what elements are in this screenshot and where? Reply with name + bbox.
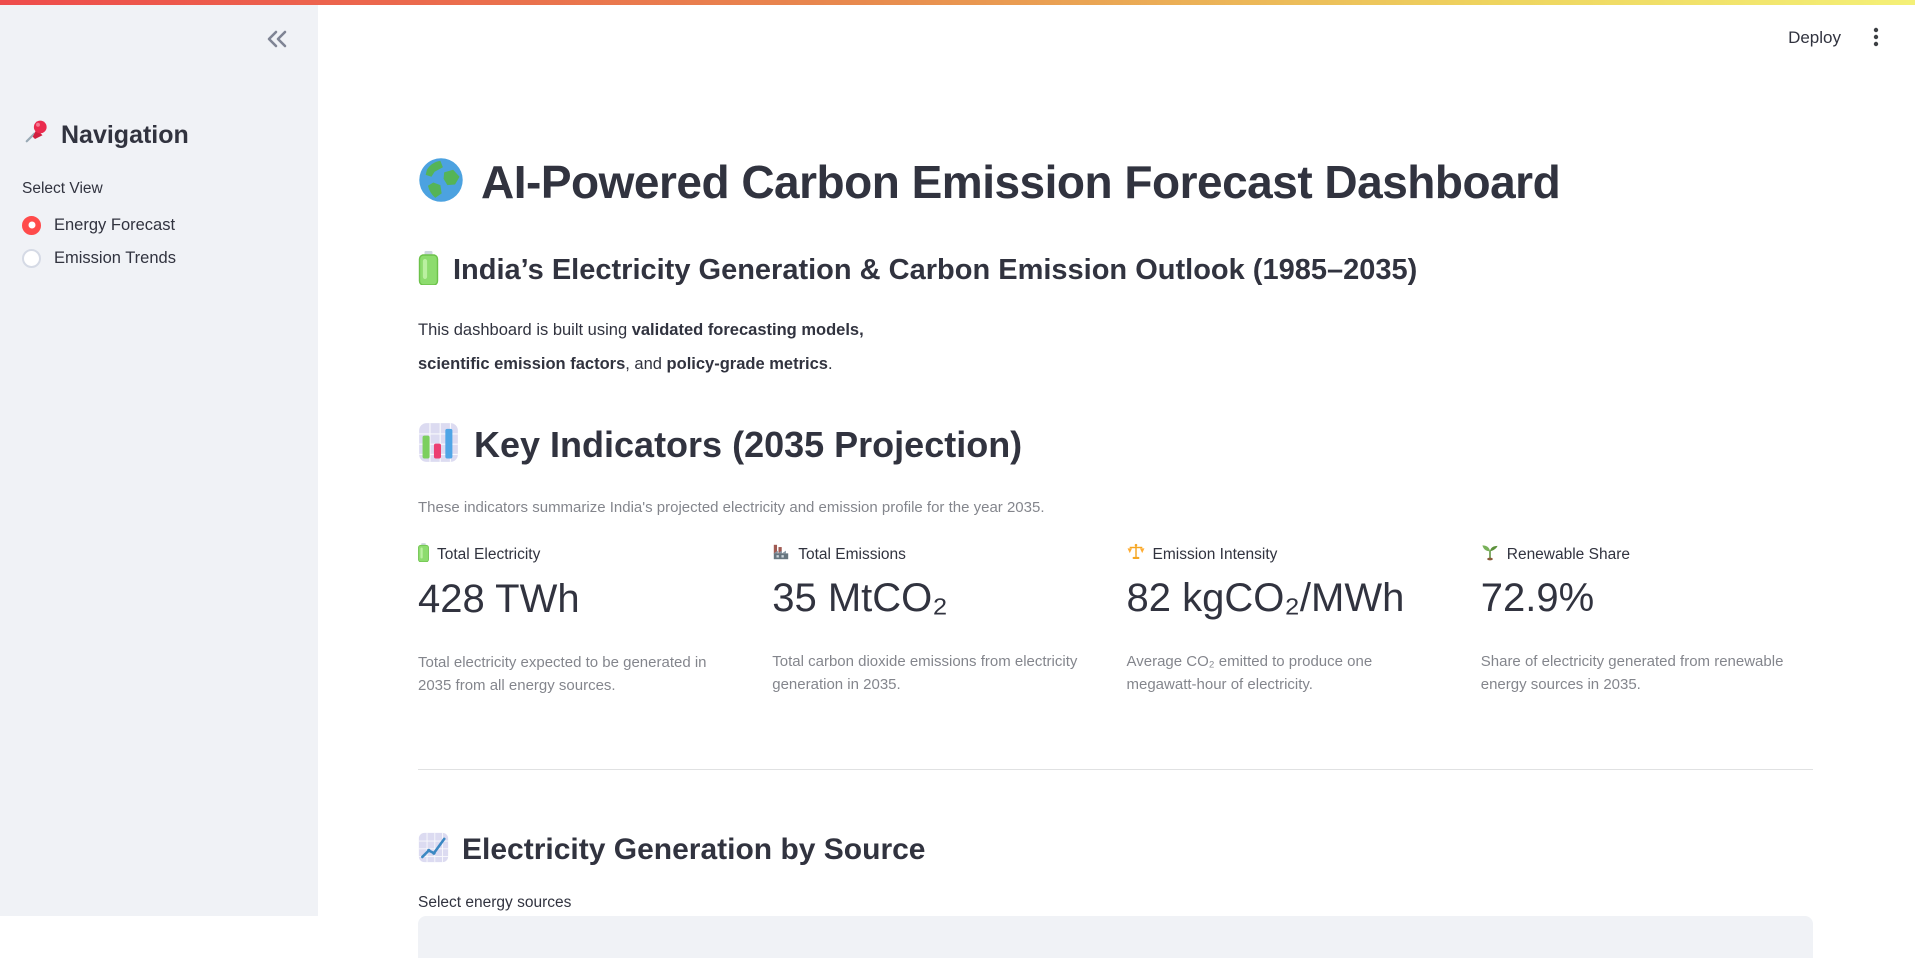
overflow-menu-button[interactable] [1867, 26, 1885, 51]
main-content: AI-Powered Carbon Emission Forecast Dash… [318, 5, 1915, 958]
intro-text: This dashboard is built using [418, 321, 632, 339]
key-indicators-heading: Key Indicators (2035 Projection) [474, 424, 1023, 465]
radio-option-label: Emission Trends [54, 248, 176, 267]
sidebar: Navigation Select View Energy Forecast E… [0, 5, 318, 916]
key-indicators-caption: These indicators summarize India's proje… [418, 499, 1045, 516]
metric-total-emissions: Total Emissions 35 MtCO₂ Total carbon di… [772, 543, 1104, 697]
metric-label: Total Electricity [437, 546, 541, 563]
page-title: AI-Powered Carbon Emission Forecast Dash… [481, 156, 1561, 208]
intro-bold: policy-grade metrics [666, 355, 828, 373]
battery-icon [418, 543, 429, 567]
intro-text: . [827, 355, 833, 373]
balance-scale-icon [1127, 543, 1145, 566]
generation-heading-row: Electricity Generation by Source [418, 832, 1813, 868]
metric-label: Renewable Share [1506, 545, 1630, 563]
metric-emission-intensity: Emission Intensity 82 kgCO₂/MWh Average … [1127, 543, 1459, 697]
energy-sources-multiselect[interactable] [418, 916, 1813, 958]
nav-heading-label: Navigation [61, 120, 189, 149]
metric-value: 82 kgCO₂/MWh [1126, 576, 1405, 620]
chart-increasing-icon [418, 832, 449, 868]
decoration-bar [0, 0, 1915, 5]
radio-selected-icon[interactable] [22, 215, 41, 235]
radio-option-emission-trends[interactable]: Emission Trends [22, 245, 176, 271]
radio-unselected-icon[interactable] [22, 248, 41, 268]
bar-chart-icon [418, 422, 459, 468]
metric-description: Total electricity expected to be generat… [418, 654, 707, 694]
generation-heading: Electricity Generation by Source [462, 833, 926, 866]
three-dots-vertical-icon [1867, 26, 1885, 51]
page-title-row: AI-Powered Carbon Emission Forecast Dash… [418, 5, 1813, 211]
metrics-row: Total Electricity 428 TWh Total electric… [418, 543, 1813, 697]
metric-description: Share of electricity generated from rene… [1480, 653, 1784, 693]
nav-heading: Navigation [23, 118, 189, 152]
battery-icon [418, 251, 439, 290]
double-chevron-left-icon [262, 25, 292, 56]
pushpin-icon [23, 118, 50, 152]
deploy-button[interactable]: Deploy [1788, 28, 1841, 47]
view-radio-group: Energy Forecast Emission Trends [22, 212, 176, 271]
metric-label: Emission Intensity [1152, 545, 1278, 563]
seedling-icon [1481, 543, 1499, 566]
metric-label: Total Emissions [798, 545, 906, 563]
metric-value: 428 TWh [418, 577, 580, 621]
intro-text: , and [625, 355, 667, 373]
intro-paragraph: This dashboard is built using validated … [418, 317, 1813, 378]
page-subtitle: India’s Electricity Generation & Carbon … [453, 254, 1418, 286]
metric-description: Average CO₂ emitted to produce one megaw… [1126, 653, 1373, 693]
radio-option-label: Energy Forecast [54, 215, 176, 234]
section-divider [418, 769, 1813, 770]
intro-bold: validated forecasting models, [631, 321, 864, 339]
multiselect-label: Select energy sources [418, 894, 572, 911]
metric-total-electricity: Total Electricity 428 TWh Total electric… [418, 543, 750, 697]
radio-group-label: Select View [22, 180, 103, 197]
radio-option-energy-forecast[interactable]: Energy Forecast [22, 212, 176, 238]
metric-value: 72.9% [1480, 576, 1595, 620]
metric-value: 35 MtCO₂ [772, 576, 948, 620]
globe-icon [418, 157, 464, 208]
key-indicators-heading-row: Key Indicators (2035 Projection) [418, 422, 1813, 468]
metric-description: Total carbon dioxide emissions from elec… [772, 653, 1078, 693]
page-subtitle-row: India’s Electricity Generation & Carbon … [418, 251, 1813, 290]
sidebar-collapse-button[interactable] [262, 25, 292, 56]
factory-icon [772, 543, 790, 566]
metric-renewable-share: Renewable Share 72.9% Share of electrici… [1481, 543, 1813, 697]
intro-bold: scientific emission factors [418, 355, 626, 373]
app-toolbar: Deploy [1788, 5, 1915, 71]
